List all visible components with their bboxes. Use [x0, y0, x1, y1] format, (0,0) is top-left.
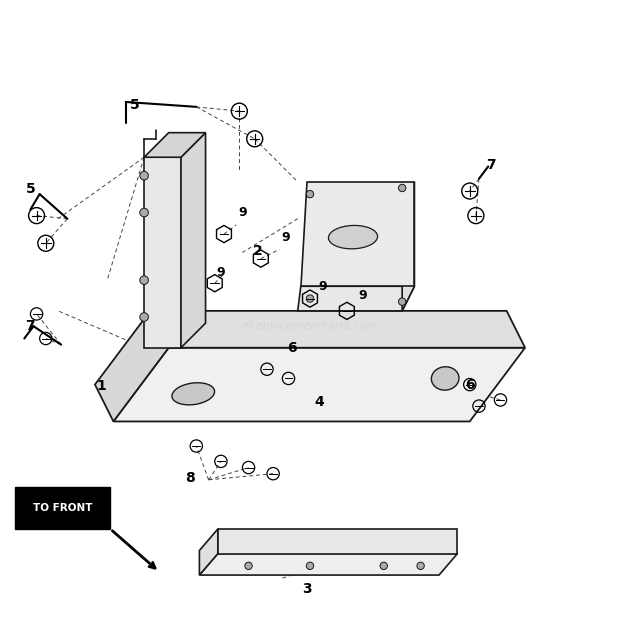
Circle shape — [140, 171, 148, 180]
Polygon shape — [402, 182, 414, 311]
Polygon shape — [301, 182, 414, 287]
Text: 3: 3 — [302, 582, 312, 596]
Text: 5: 5 — [25, 182, 35, 196]
Text: 9: 9 — [281, 231, 290, 243]
Circle shape — [306, 295, 314, 302]
Text: 6: 6 — [465, 378, 474, 392]
Text: 9: 9 — [358, 289, 366, 302]
Circle shape — [245, 562, 252, 569]
Ellipse shape — [172, 383, 215, 405]
Polygon shape — [144, 133, 206, 157]
Circle shape — [306, 190, 314, 198]
Text: 7: 7 — [487, 158, 496, 172]
Text: 7: 7 — [25, 319, 35, 333]
Text: 1: 1 — [96, 379, 106, 394]
Circle shape — [399, 184, 406, 191]
Text: eReplacementParts.com: eReplacementParts.com — [242, 321, 378, 331]
Text: 6: 6 — [287, 340, 296, 354]
Circle shape — [399, 298, 406, 306]
Polygon shape — [298, 287, 414, 311]
Text: TO FRONT: TO FRONT — [33, 503, 92, 513]
Polygon shape — [181, 133, 206, 347]
Ellipse shape — [329, 226, 378, 249]
FancyBboxPatch shape — [15, 487, 110, 529]
Polygon shape — [150, 311, 525, 347]
Ellipse shape — [432, 366, 459, 390]
Text: 2: 2 — [253, 244, 263, 258]
Circle shape — [417, 562, 424, 569]
Text: 9: 9 — [216, 266, 225, 279]
Circle shape — [140, 276, 148, 285]
Polygon shape — [95, 311, 169, 422]
Circle shape — [140, 208, 148, 217]
Polygon shape — [200, 553, 458, 575]
Polygon shape — [200, 529, 218, 575]
Circle shape — [306, 562, 314, 569]
Text: 8: 8 — [185, 471, 195, 485]
Text: 9: 9 — [318, 280, 327, 293]
Circle shape — [380, 562, 388, 569]
Polygon shape — [218, 529, 458, 553]
Polygon shape — [113, 347, 525, 422]
Polygon shape — [144, 157, 181, 347]
Circle shape — [140, 313, 148, 321]
Text: 5: 5 — [130, 98, 140, 112]
Text: 9: 9 — [238, 206, 247, 219]
Text: 4: 4 — [314, 395, 324, 409]
